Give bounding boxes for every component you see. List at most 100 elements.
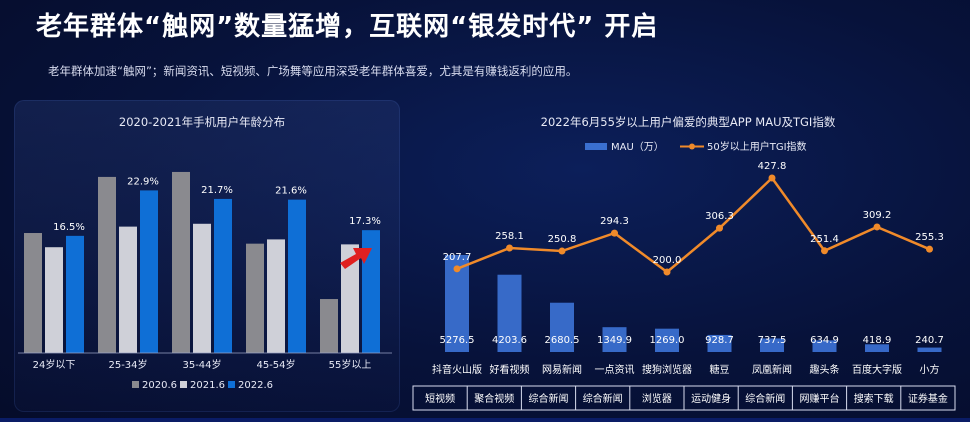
page-title: 老年群体“触网”数量猛增，互联网“银发时代” 开启 [36, 12, 659, 42]
app-name-4: 搜狗浏览器 [642, 363, 692, 376]
legend-swatch-2 [228, 381, 235, 388]
page-subtitle: 老年群体加速“触网”；新闻资讯、短视频、广场舞等应用深受老年群体喜爱，尤其是有赚… [48, 64, 578, 78]
bar-2021.6-1 [119, 226, 137, 353]
app-name-7: 趣头条 [810, 363, 840, 376]
app-type-6: 综合新闻 [745, 392, 785, 405]
legend-label-1: 2021.6 [190, 380, 225, 391]
app-name-5: 糖豆 [710, 363, 730, 376]
mau-bar-4 [655, 328, 679, 352]
left-legend: 2020.6 2021.6 2022.6 [132, 380, 273, 391]
mau-label-6: 737.5 [758, 335, 787, 346]
tgi-label-7: 251.4 [810, 234, 839, 245]
legend-label-mau: MAU（万） [611, 141, 664, 153]
app-type-1: 聚合视频 [474, 392, 514, 405]
app-type-7: 网赚平台 [800, 392, 840, 405]
mau-label-5: 928.7 [705, 335, 734, 346]
legend-swatch-1 [180, 381, 187, 388]
mau-bar-3 [602, 327, 627, 352]
tgi-label-1: 258.1 [495, 231, 524, 242]
mau-bar-1 [497, 274, 522, 352]
tgi-point-6 [768, 174, 776, 182]
app-type-table: 短视频 聚合视频 综合新闻 综合新闻 浏览器 运动健身 综合新闻 网赚平台 搜索下载 证券基金 [412, 385, 956, 411]
tgi-point-9 [926, 245, 933, 253]
mau-bar-5 [707, 334, 732, 352]
tgi-label-4: 200.0 [653, 255, 682, 266]
legend-label-0: 2020.6 [142, 380, 177, 391]
mau-bar-6 [760, 338, 784, 352]
app-type-2: 综合新闻 [529, 392, 569, 405]
tgi-point-7 [821, 247, 828, 255]
legend-swatch-mau [585, 143, 607, 150]
tgi-label-0: 207.7 [443, 252, 472, 263]
bar-2020.6-1 [98, 176, 116, 353]
app-type-0: 短视频 [425, 392, 455, 405]
legend-swatch-0 [132, 381, 139, 388]
legend-dot-tgi [689, 143, 695, 150]
app-name-8: 百度大字版 [852, 363, 902, 376]
app-type-9: 证券基金 [908, 392, 948, 405]
tgi-point-1 [506, 244, 513, 252]
x-tick-label-2: 35-44岁 [182, 358, 221, 371]
tgi-label-2: 250.8 [548, 234, 577, 245]
mau-label-4: 1269.0 [650, 335, 685, 346]
data-label-4: 17.3% [349, 216, 381, 227]
tgi-label-3: 294.3 [600, 216, 629, 227]
tgi-point-5 [716, 224, 723, 232]
bar-2020.6-2 [172, 171, 190, 353]
app-type-3: 综合新闻 [583, 392, 623, 405]
app-name-1: 好看视频 [490, 363, 530, 376]
mau-bar-9 [917, 347, 942, 352]
mau-label-9: 240.7 [915, 335, 944, 346]
app-mau-tgi-chart: 2022年6月55岁以上用户偏爱的典型APP MAU及TGI指数 MAU（万） 50… [412, 115, 956, 411]
mau-label-1: 4203.6 [492, 335, 527, 346]
bar-2021.6-0 [45, 247, 63, 353]
bar-2021.6-3 [267, 239, 285, 353]
bar-2022.6-1 [140, 190, 158, 353]
data-label-0: 16.5% [53, 222, 85, 233]
tgi-point-8 [873, 223, 881, 231]
mau-label-3: 1349.9 [597, 335, 632, 346]
mau-bar-8 [865, 344, 889, 352]
app-type-4: 浏览器 [642, 392, 672, 405]
app-name-2: 网易新闻 [542, 363, 582, 376]
x-tick-label-4: 55岁以上 [329, 358, 372, 371]
mau-bar-2 [550, 302, 574, 352]
bar-2021.6-4 [341, 244, 359, 353]
highlight-arrow-shape [340, 248, 372, 269]
tgi-point-2 [558, 247, 566, 255]
highlight-arrow [340, 248, 372, 269]
data-label-2: 21.7% [201, 185, 233, 196]
tgi-label-6: 427.8 [758, 161, 787, 172]
mau-label-7: 634.9 [810, 335, 839, 346]
right-chart-title: 2022年6月55岁以上用户偏爱的典型APP MAU及TGI指数 [541, 115, 836, 129]
x-tick-label-3: 45-54岁 [256, 358, 295, 371]
bar-2020.6-4 [320, 299, 338, 353]
bar-2020.6-0 [24, 233, 42, 353]
bar-2021.6-2 [193, 223, 211, 353]
app-type-8: 搜索下载 [854, 392, 894, 405]
bar-2022.6-0 [66, 235, 84, 353]
bottom-divider [0, 418, 970, 422]
tgi-label-9: 255.3 [915, 232, 944, 243]
app-name-9: 小方 [920, 363, 940, 376]
app-name-6: 凤凰新闻 [752, 363, 792, 376]
tgi-line [456, 176, 930, 274]
tgi-label-5: 306.3 [705, 211, 734, 222]
legend-label-tgi: 50岁以上用户TGI指数 [707, 140, 807, 153]
age-distribution-chart: 2020-2021年手机用户年龄分布 16.5% 24岁以下 22.9% 25-34岁 2… [18, 115, 392, 391]
tgi-label-8: 309.2 [863, 210, 892, 221]
app-name-3: 一点资讯 [595, 364, 635, 376]
bar-2022.6-4 [362, 230, 380, 353]
bar-2020.6-3 [246, 243, 264, 353]
app-type-5: 运动健身 [691, 392, 731, 405]
bar-2022.6-3 [288, 199, 306, 353]
mau-label-0: 5276.5 [440, 335, 475, 346]
tgi-point-3 [611, 229, 618, 237]
data-label-1: 22.9% [127, 176, 159, 187]
app-name-0: 抖音火山版 [432, 363, 482, 376]
x-tick-label-1: 25-34岁 [108, 358, 147, 371]
bar-2022.6-2 [214, 198, 232, 353]
mau-label-8: 418.9 [863, 335, 892, 346]
right-legend: MAU（万） 50岁以上用户TGI指数 [585, 140, 807, 153]
